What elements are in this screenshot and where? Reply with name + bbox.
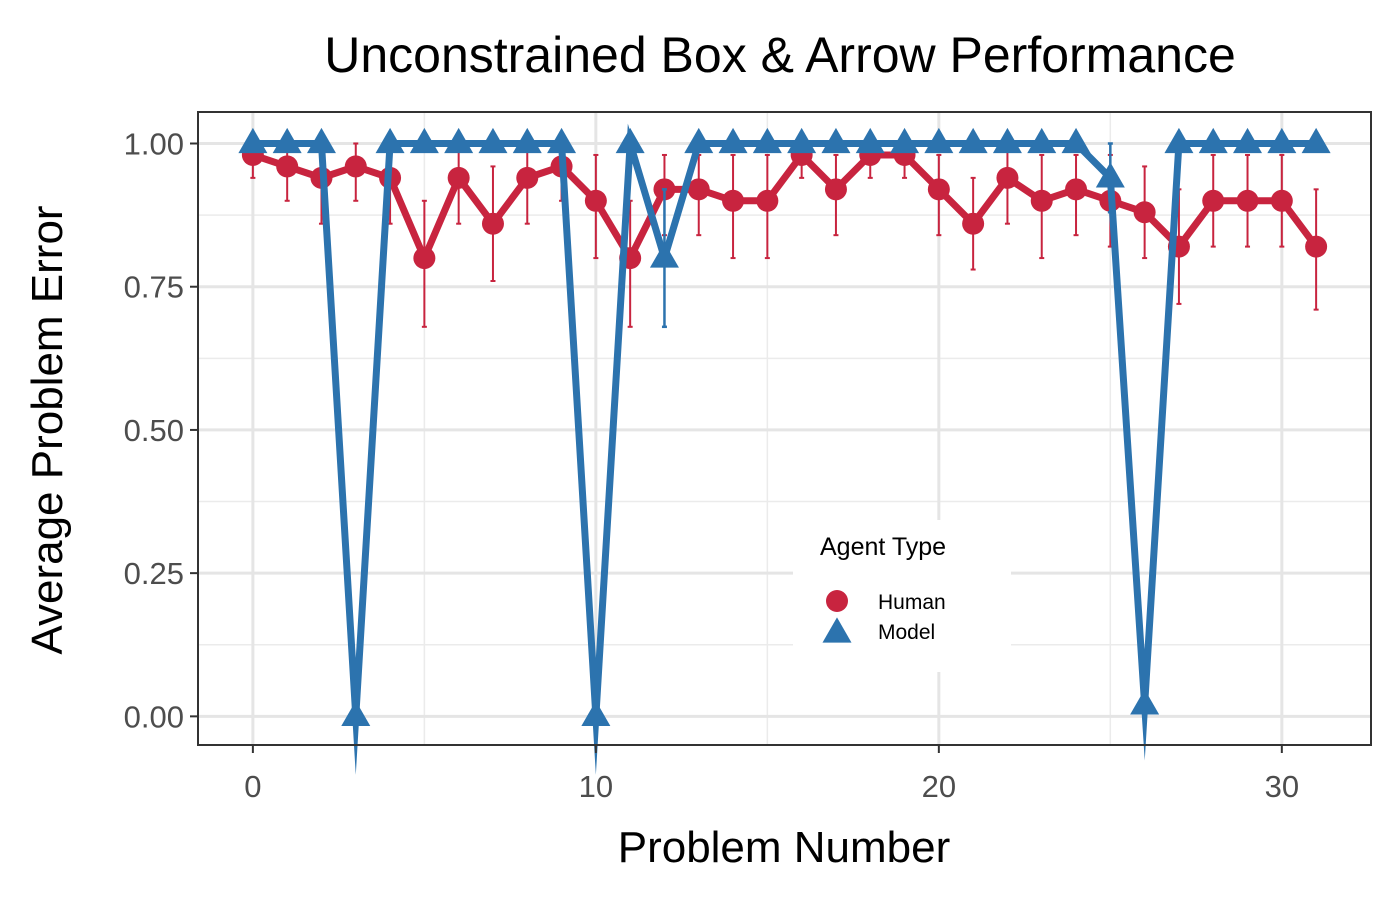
human-point	[516, 166, 539, 189]
human-point	[276, 155, 299, 178]
chart-title: Unconstrained Box & Arrow Performance	[324, 27, 1236, 83]
model-point	[718, 127, 748, 154]
model-point	[547, 127, 577, 154]
human-point	[722, 189, 745, 212]
model-point	[1130, 689, 1160, 715]
human-point	[962, 212, 985, 235]
legend-model-label: Model	[878, 621, 935, 644]
model-point	[855, 127, 885, 154]
model-series	[238, 123, 1331, 775]
y-tick-label: 0.50	[124, 413, 184, 448]
model-point	[238, 127, 268, 154]
human-series	[241, 142, 1328, 328]
model-point	[512, 127, 542, 154]
x-tick-label: 0	[244, 769, 261, 804]
human-point	[927, 178, 950, 201]
model-point	[890, 127, 920, 154]
model-point	[581, 700, 611, 726]
human-point	[413, 247, 436, 270]
human-point	[1236, 189, 1259, 212]
model-point	[375, 127, 405, 154]
legend-model-key	[822, 617, 852, 643]
model-point	[684, 127, 714, 154]
human-point	[344, 155, 367, 178]
y-tick-label: 0.00	[124, 699, 184, 734]
human-point	[1065, 178, 1088, 201]
model-point	[444, 127, 474, 154]
model-point	[1164, 127, 1194, 154]
model-point	[1061, 127, 1091, 154]
series-layer	[238, 123, 1331, 775]
model-point	[615, 127, 645, 154]
model-point	[1267, 127, 1297, 154]
human-point	[584, 189, 607, 212]
human-line	[251, 149, 1319, 267]
human-point	[824, 178, 847, 201]
y-axis-title: Average Problem Error	[23, 205, 72, 654]
model-point	[649, 242, 679, 268]
model-point	[752, 127, 782, 154]
legend-items: Human Model	[822, 590, 946, 644]
human-point	[481, 212, 504, 235]
model-point	[341, 700, 371, 726]
model-point	[992, 127, 1022, 154]
x-axis-title: Problem Number	[618, 823, 951, 872]
model-point	[478, 127, 508, 154]
legend-title: Agent Type	[820, 533, 946, 561]
model-point	[306, 127, 336, 154]
model-point	[1198, 127, 1228, 154]
human-point	[687, 178, 710, 201]
model-point	[924, 127, 954, 154]
human-point	[447, 166, 470, 189]
legend: Agent Type Human Model	[793, 520, 1011, 672]
model-point	[272, 127, 302, 154]
x-tick-label: 30	[1265, 769, 1299, 804]
axis-layer: 0 10 20 30 0.00 0.25 0.50 0.75 1.00	[124, 127, 1299, 804]
human-point	[1030, 189, 1053, 212]
model-point	[787, 127, 817, 154]
model-point	[821, 127, 851, 154]
y-tick-label: 0.25	[124, 556, 184, 591]
model-point	[1027, 127, 1057, 154]
model-point	[958, 127, 988, 154]
human-point	[1270, 189, 1293, 212]
human-point	[756, 189, 779, 212]
model-point	[1301, 127, 1331, 154]
model-point	[409, 127, 439, 154]
model-point	[1095, 162, 1125, 188]
human-point	[1305, 235, 1328, 258]
y-tick-label: 0.75	[124, 270, 184, 305]
legend-human-label: Human	[878, 591, 946, 614]
human-point	[1133, 201, 1156, 224]
panel-border	[197, 111, 1372, 746]
human-point	[996, 166, 1019, 189]
human-point	[1202, 189, 1225, 212]
model-point	[1233, 127, 1263, 154]
y-tick-label: 1.00	[124, 127, 184, 162]
x-tick-label: 10	[579, 769, 613, 804]
x-tick-label: 20	[922, 769, 956, 804]
legend-human-key	[826, 590, 848, 612]
